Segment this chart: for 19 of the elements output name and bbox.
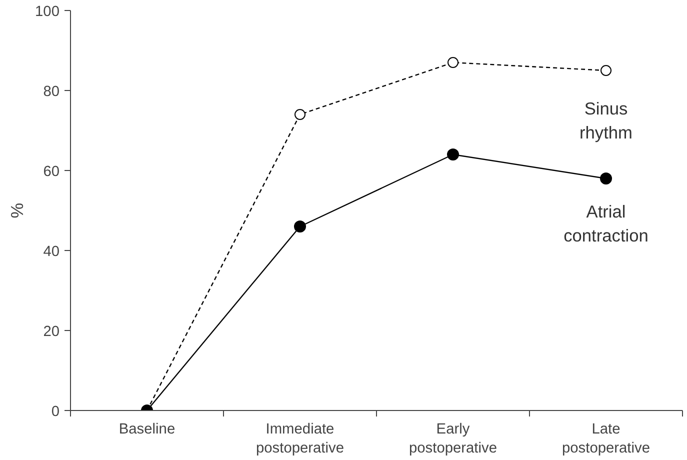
x-tick-label: Baseline [118, 422, 176, 438]
y-tick-label: 20 [43, 324, 60, 340]
point [448, 57, 458, 68]
y-tick-label: 60 [43, 164, 60, 180]
point [294, 109, 306, 120]
series-label: Sinus rhythm [580, 98, 632, 142]
point [294, 220, 306, 232]
y-tick-label: 100 [35, 4, 60, 20]
point [600, 172, 612, 184]
point [600, 65, 612, 76]
x-tick-label: Immediate postoperative [256, 422, 344, 457]
x-tick-label: Early postoperative [409, 422, 498, 457]
point [447, 148, 459, 160]
series-label: Atrial contraction [564, 202, 648, 246]
y-tick-label: 80 [43, 84, 60, 100]
y-tick-label: 40 [43, 244, 60, 260]
y-axis-title: % [7, 202, 28, 218]
y-tick-label: 0 [51, 404, 60, 420]
x-tick-label: Late postoperative [562, 422, 650, 457]
